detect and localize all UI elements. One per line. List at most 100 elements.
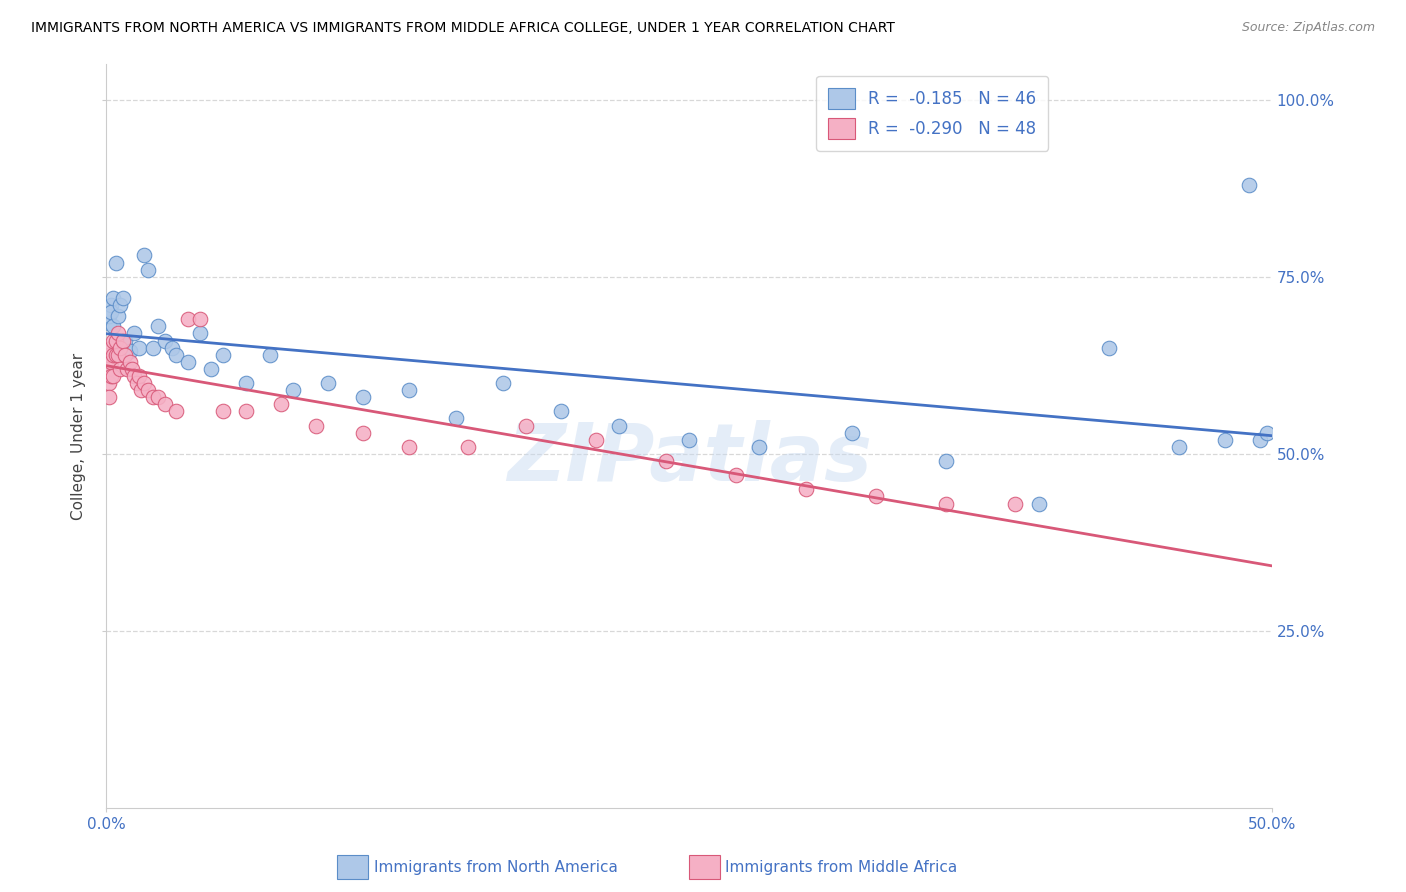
Point bbox=[100, 305, 122, 319]
Point bbox=[103, 368, 125, 383]
Point bbox=[235, 404, 257, 418]
Point bbox=[97, 309, 120, 323]
Point bbox=[607, 418, 630, 433]
Point bbox=[111, 334, 134, 348]
Point bbox=[121, 362, 143, 376]
Point bbox=[100, 341, 122, 355]
Point bbox=[138, 262, 160, 277]
Point bbox=[132, 376, 155, 390]
Point bbox=[128, 368, 150, 383]
Point bbox=[104, 334, 127, 348]
Point bbox=[110, 362, 132, 376]
Point bbox=[103, 319, 125, 334]
Point bbox=[165, 348, 187, 362]
Point bbox=[97, 376, 120, 390]
Point bbox=[1249, 433, 1271, 447]
Point bbox=[117, 362, 139, 376]
Point bbox=[200, 362, 222, 376]
Point bbox=[146, 390, 169, 404]
Point bbox=[104, 348, 127, 362]
Point bbox=[352, 425, 374, 440]
Point bbox=[748, 440, 770, 454]
Point bbox=[678, 433, 700, 447]
Point bbox=[316, 376, 339, 390]
Point bbox=[165, 404, 187, 418]
Point bbox=[305, 418, 328, 433]
Point bbox=[1256, 425, 1278, 440]
Point bbox=[114, 348, 136, 362]
Point bbox=[492, 376, 515, 390]
Point bbox=[153, 397, 176, 411]
Point bbox=[1098, 341, 1121, 355]
Point bbox=[107, 309, 129, 323]
Point bbox=[125, 376, 148, 390]
Point bbox=[177, 312, 200, 326]
Point bbox=[97, 348, 120, 362]
Point bbox=[398, 440, 420, 454]
Point bbox=[132, 248, 155, 262]
Point bbox=[655, 454, 678, 468]
Point bbox=[935, 497, 957, 511]
Point bbox=[118, 355, 141, 369]
Point bbox=[270, 397, 292, 411]
Legend: R =  -0.185   N = 46, R =  -0.290   N = 48: R = -0.185 N = 46, R = -0.290 N = 48 bbox=[817, 76, 1047, 151]
Y-axis label: College, Under 1 year: College, Under 1 year bbox=[72, 352, 86, 520]
Point bbox=[114, 334, 136, 348]
Point bbox=[1213, 433, 1236, 447]
Point bbox=[585, 433, 607, 447]
Point bbox=[142, 390, 165, 404]
Point bbox=[865, 490, 887, 504]
Point bbox=[457, 440, 479, 454]
Point bbox=[131, 383, 153, 397]
Text: Source: ZipAtlas.com: Source: ZipAtlas.com bbox=[1241, 21, 1375, 34]
Point bbox=[1167, 440, 1189, 454]
Point bbox=[107, 326, 129, 341]
Point bbox=[138, 383, 160, 397]
Point bbox=[110, 298, 132, 312]
Point bbox=[128, 341, 150, 355]
Point bbox=[935, 454, 957, 468]
Point bbox=[118, 344, 141, 359]
Point bbox=[103, 334, 125, 348]
Point bbox=[188, 312, 211, 326]
Point bbox=[1004, 497, 1026, 511]
Point bbox=[1028, 497, 1050, 511]
Point bbox=[724, 468, 747, 483]
Point bbox=[100, 368, 122, 383]
Point bbox=[97, 390, 120, 404]
Point bbox=[103, 291, 125, 305]
Point bbox=[281, 383, 304, 397]
Point bbox=[212, 348, 235, 362]
Point bbox=[110, 341, 132, 355]
Point bbox=[212, 404, 235, 418]
Text: ZIPatlas: ZIPatlas bbox=[506, 419, 872, 498]
Text: Immigrants from North America: Immigrants from North America bbox=[374, 860, 617, 874]
Point bbox=[1237, 178, 1260, 192]
Point bbox=[100, 298, 122, 312]
Point bbox=[107, 348, 129, 362]
Point bbox=[259, 348, 281, 362]
Text: IMMIGRANTS FROM NORTH AMERICA VS IMMIGRANTS FROM MIDDLE AFRICA COLLEGE, UNDER 1 : IMMIGRANTS FROM NORTH AMERICA VS IMMIGRA… bbox=[31, 21, 894, 35]
Point bbox=[235, 376, 257, 390]
Point bbox=[124, 368, 146, 383]
Point bbox=[398, 383, 420, 397]
Point bbox=[100, 355, 122, 369]
Point bbox=[515, 418, 537, 433]
Point bbox=[794, 483, 817, 497]
Point bbox=[153, 334, 176, 348]
Point bbox=[841, 425, 863, 440]
Point bbox=[177, 355, 200, 369]
Point bbox=[352, 390, 374, 404]
Point bbox=[97, 316, 120, 330]
Point bbox=[124, 326, 146, 341]
Text: Immigrants from Middle Africa: Immigrants from Middle Africa bbox=[725, 860, 957, 874]
Point bbox=[103, 348, 125, 362]
Point bbox=[104, 255, 127, 269]
Point bbox=[160, 341, 183, 355]
Point bbox=[444, 411, 467, 425]
Point bbox=[142, 341, 165, 355]
Point bbox=[188, 326, 211, 341]
Point bbox=[550, 404, 572, 418]
Point bbox=[111, 291, 134, 305]
Point bbox=[97, 362, 120, 376]
